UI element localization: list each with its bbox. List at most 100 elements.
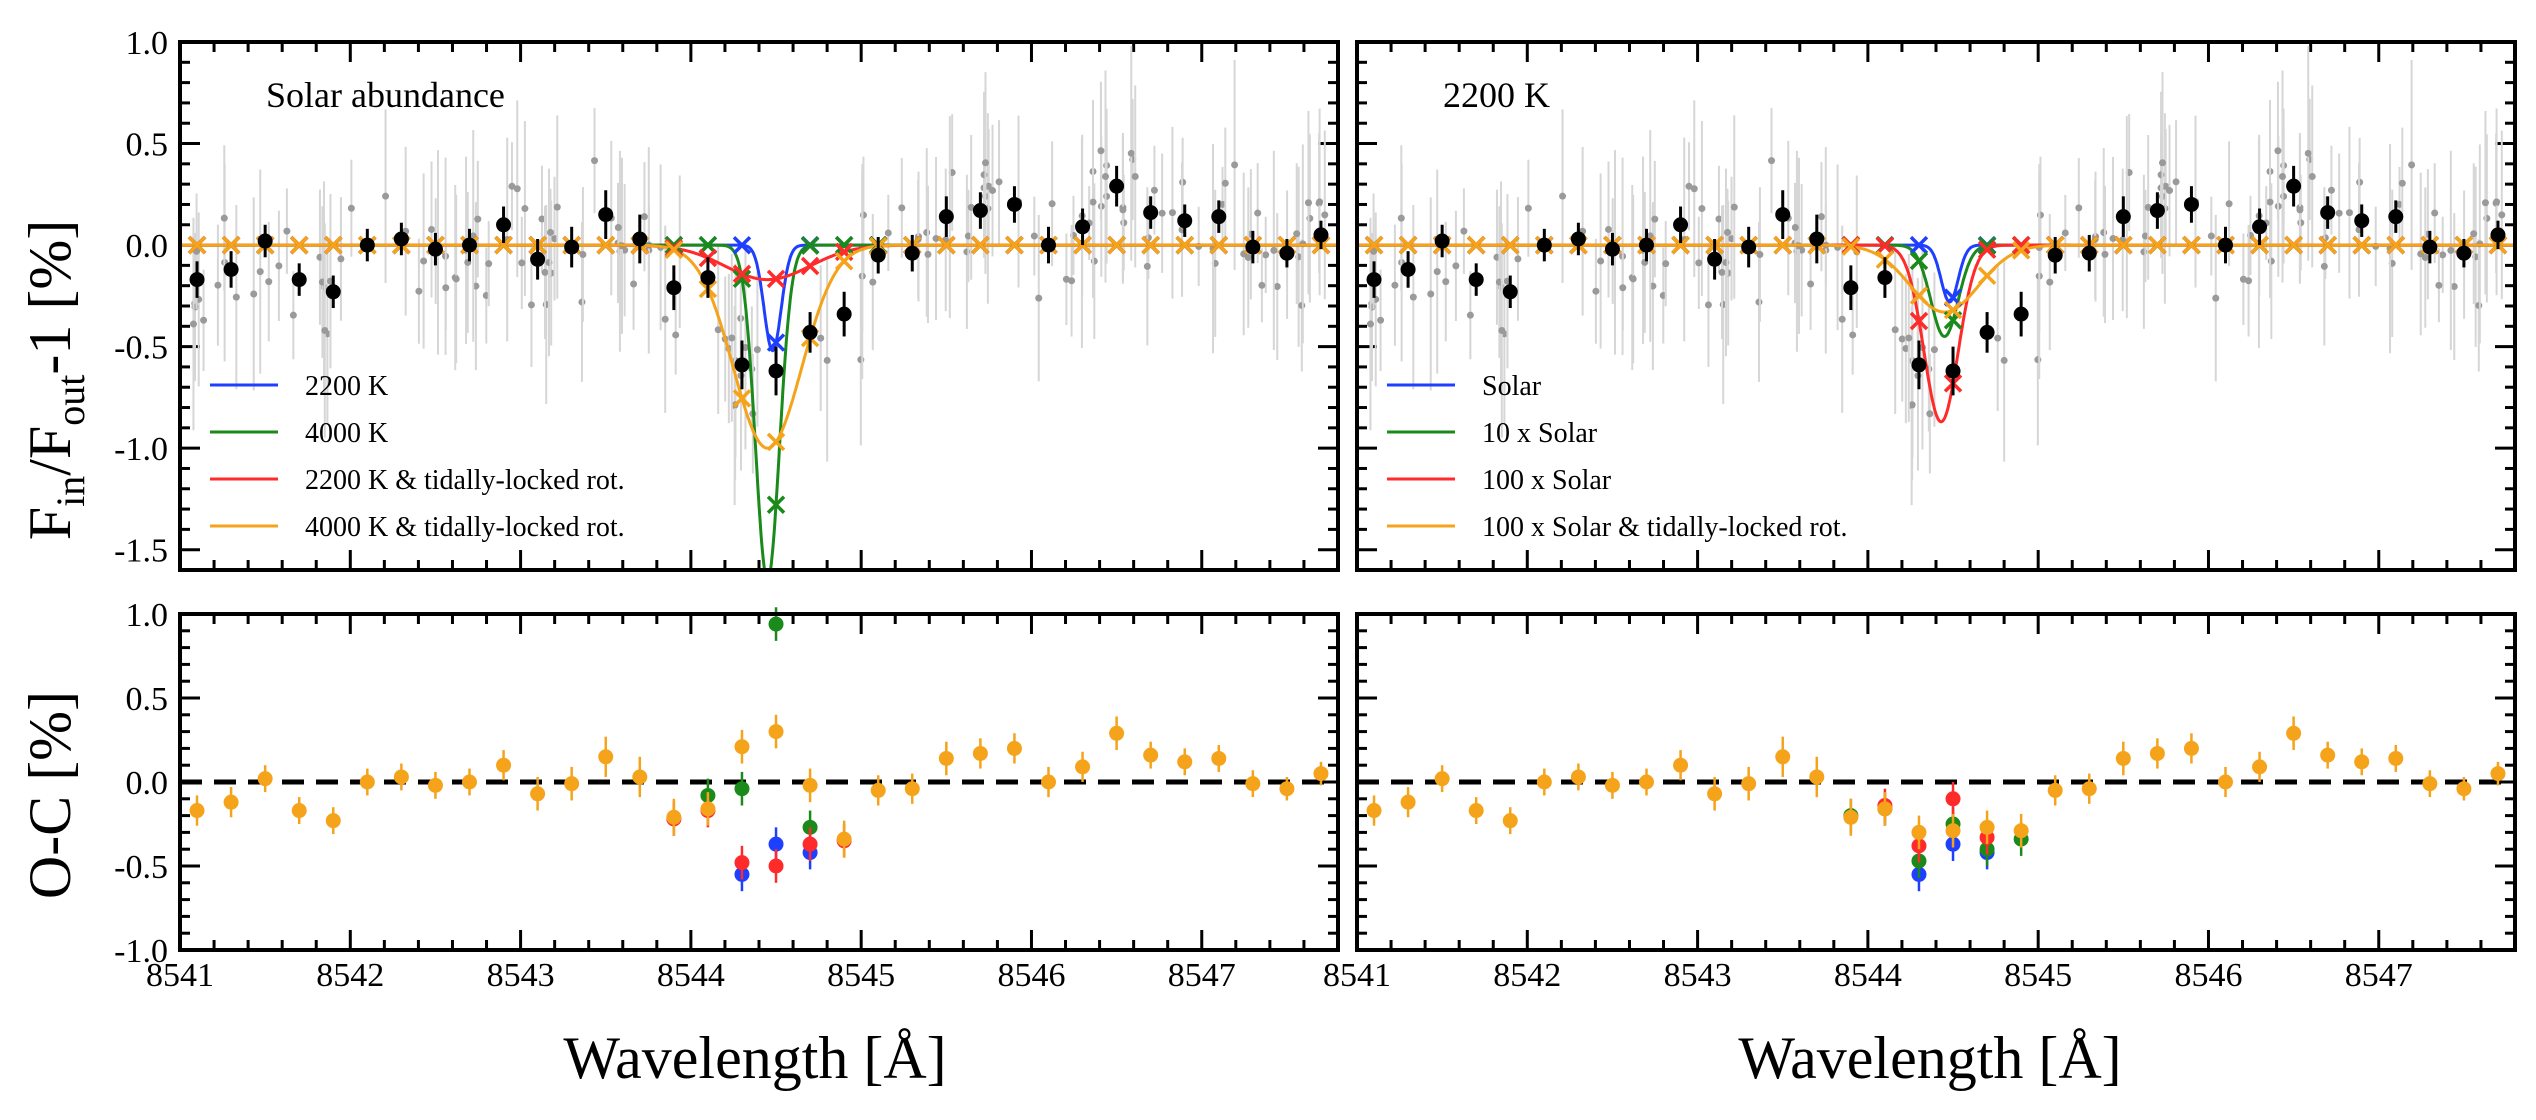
data-point [632,231,648,247]
model-marker [1773,235,1792,255]
background-point [1756,250,1764,258]
data-point [2252,219,2268,235]
bottom-right-plot-area [1357,716,2515,892]
background-point [2212,294,2220,302]
background-point [1409,293,1417,301]
model-marker [664,235,684,255]
background-point [1730,203,1738,211]
model-marker [2182,235,2201,255]
residual-point [1945,823,1961,839]
model-marker [1005,235,1024,255]
data-point [1775,207,1791,223]
background-point [869,278,877,286]
background-point [508,182,516,190]
background-point [2327,186,2335,194]
data-point [291,272,307,288]
background-point [1068,277,1076,285]
background-point [538,215,546,223]
residual-point [734,739,750,755]
data-point [2388,209,2404,225]
residual-point [1911,824,1927,840]
data-point [700,270,716,286]
residual-point [768,858,784,874]
background-point [1298,301,1306,309]
model-marker [1977,240,1997,259]
residual-point [2013,823,2029,839]
background-point [614,224,622,232]
background-point [2036,211,2044,219]
residual-point [904,781,920,797]
model-marker [1909,311,1929,331]
data-point [1041,237,1056,253]
background-point [2225,200,2233,208]
model-marker [494,235,513,255]
background-point [541,268,549,276]
model-marker [732,389,752,408]
background-point [2435,281,2443,289]
background-point [428,225,436,233]
model-marker [1841,237,1861,256]
top-left-plot-area [180,45,1338,570]
residual-point [2149,745,2165,761]
data-point [1434,233,1450,249]
model-marker [2386,235,2406,255]
background-point [2207,232,2215,240]
data-point [1741,239,1757,255]
model-marker [1466,235,1486,255]
model-marker [1141,235,1160,255]
model-marker [1977,266,1997,285]
background-point [714,326,722,334]
background-point [2481,199,2489,207]
bottom-left-y-tick-label: -0.5 [114,849,168,886]
model-marker [732,264,752,284]
model-marker [800,236,820,255]
model-marker [2148,235,2167,255]
background-point [1695,259,1703,267]
data-point [2149,203,2165,219]
residual-point [1075,759,1091,775]
background-point [964,232,972,240]
background-point [1321,211,1329,219]
residual-point [2252,759,2268,775]
background-point [1258,281,1266,289]
background-point [995,178,1003,186]
model-marker [971,235,990,255]
bottom-y-axis-label: O-C [%] [17,691,83,899]
background-point [2100,228,2108,236]
background-point [1150,186,1158,194]
residual-point [2490,766,2506,782]
background-point [857,356,865,364]
background-point [1304,199,1312,207]
model-marker [2284,235,2303,255]
background-point [2034,356,2042,364]
background-point [1158,209,1166,217]
top-right-legend-label: 100 x Solar [1482,465,1612,496]
background-point [1629,275,1637,283]
residual-point [1707,786,1723,802]
background-point [1514,255,1522,263]
top-left-y-tick-label: -1.5 [114,533,168,570]
model-marker [1398,235,1418,255]
data-point [734,357,750,373]
residual-point [802,836,818,852]
residual-point [1639,774,1654,790]
residual-point [1041,774,1056,790]
background-point [1442,278,1450,286]
background-point [1727,235,1735,243]
background-point [2280,192,2288,200]
background-point [2266,198,2274,206]
background-point [1718,268,1726,276]
background-point [347,204,355,212]
model-marker [1501,235,1520,255]
background-point [220,214,228,222]
residual-point [359,774,375,790]
background-point [1030,232,1038,240]
residual-point [1843,809,1859,825]
bottom-right-frame [1355,612,2517,952]
background-point [1698,205,1706,213]
residual-point [1536,774,1552,790]
residual-point [1245,776,1261,792]
top-left-frame [178,40,1340,572]
background-point [1119,206,1127,214]
data-point [393,231,409,247]
